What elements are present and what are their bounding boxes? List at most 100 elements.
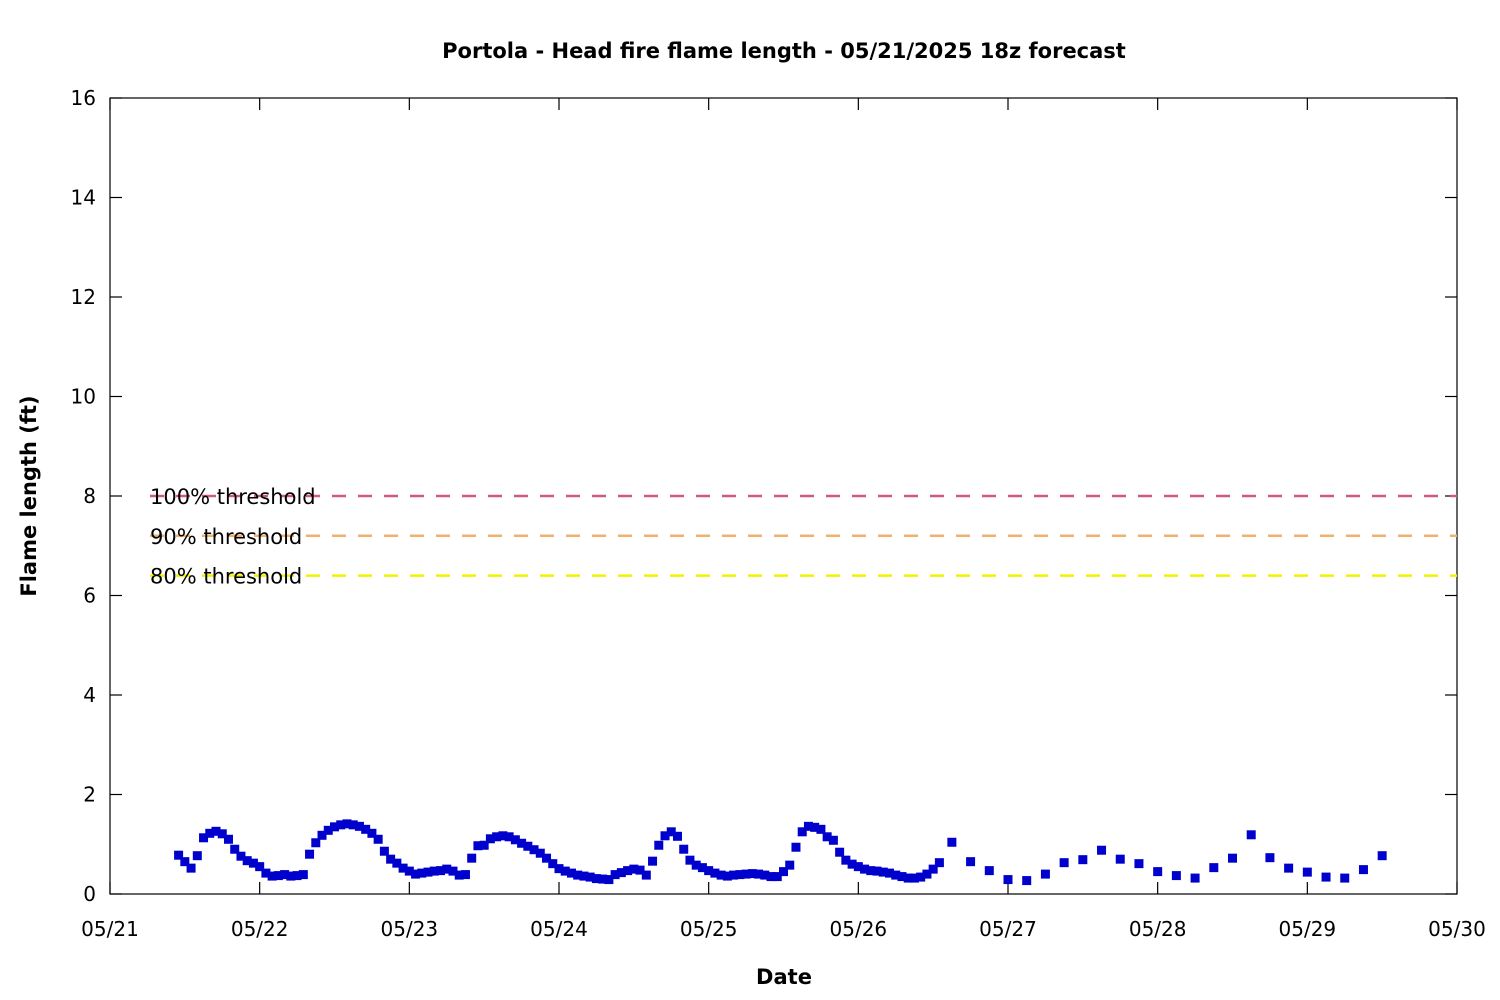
data-point	[479, 840, 489, 850]
data-point	[323, 825, 333, 835]
data-point	[779, 867, 788, 877]
x-tick-label: 05/28	[1129, 917, 1187, 941]
data-point	[866, 866, 876, 876]
data-point	[460, 870, 470, 880]
axes: 0 2 4 6 8 10 12 14 16 05/21 05/22 05/23 05/24 05/25 05…	[71, 86, 1486, 941]
threshold-lines: 100% threshold 90% threshold 80% threshold	[150, 485, 1457, 589]
x-tick-label: 05/26	[830, 917, 888, 941]
y-tick-label: 8	[83, 484, 96, 508]
data-point	[966, 857, 976, 867]
data-point	[641, 870, 651, 880]
data-point	[579, 871, 589, 881]
data-point	[772, 872, 782, 882]
data-point	[616, 868, 626, 878]
x-tick-label: 05/24	[530, 917, 588, 941]
data-point	[797, 827, 807, 837]
data-point	[822, 832, 832, 842]
data-point	[1377, 851, 1387, 861]
data-point	[648, 856, 658, 866]
data-point	[223, 834, 233, 844]
data-point	[1097, 845, 1107, 855]
data-point	[623, 866, 633, 876]
data-point	[548, 859, 558, 869]
data-point	[192, 851, 202, 861]
data-point	[1228, 853, 1237, 863]
data-point	[909, 873, 919, 883]
data-point	[573, 870, 583, 880]
data-point	[585, 872, 595, 882]
data-point	[872, 866, 882, 876]
data-point	[1153, 867, 1163, 877]
data-point	[984, 866, 994, 876]
data-point	[610, 870, 620, 880]
data-point	[1209, 863, 1219, 873]
data-point	[1265, 853, 1275, 863]
data-point	[754, 869, 764, 879]
x-tick-label: 05/21	[81, 917, 139, 941]
y-tick-label: 4	[83, 683, 96, 707]
data-point	[928, 864, 938, 874]
data-point	[916, 872, 926, 882]
data-point	[261, 868, 271, 878]
data-point	[267, 871, 277, 881]
data-point	[510, 835, 520, 845]
y-tick-label: 14	[71, 186, 96, 210]
data-point	[785, 860, 795, 870]
data-point	[205, 828, 215, 838]
x-axis-label: Date	[756, 965, 812, 989]
data-point	[816, 824, 826, 834]
data-point	[448, 866, 458, 876]
data-point	[604, 875, 614, 885]
data-point	[691, 860, 701, 870]
data-point	[354, 821, 364, 831]
data-point	[330, 822, 339, 832]
data-point	[392, 858, 402, 868]
data-point	[498, 831, 508, 841]
data-point	[367, 828, 377, 838]
data-point	[1171, 871, 1181, 881]
data-point	[467, 853, 477, 863]
data-point	[517, 838, 527, 848]
data-point	[305, 849, 315, 859]
data-point	[591, 874, 601, 884]
data-point	[386, 854, 396, 864]
data-point	[504, 832, 514, 842]
data-point	[660, 831, 670, 841]
data-point	[735, 870, 745, 880]
y-tick-label: 10	[71, 385, 96, 409]
data-point	[704, 866, 714, 876]
data-point	[566, 868, 576, 878]
data-point	[529, 845, 539, 855]
data-point	[766, 872, 776, 882]
data-point	[860, 864, 870, 874]
data-point	[853, 862, 863, 872]
data-point	[803, 821, 813, 831]
data-point	[903, 873, 913, 883]
data-point	[885, 868, 895, 878]
threshold-label: 100% threshold	[150, 485, 316, 509]
data-point	[379, 846, 389, 856]
data-point	[542, 853, 552, 863]
data-point	[199, 833, 209, 843]
data-point	[423, 867, 433, 877]
x-tick-label: 05/22	[231, 917, 289, 941]
data-point	[336, 820, 346, 830]
data-point	[672, 831, 682, 841]
data-point	[174, 850, 184, 860]
data-point	[280, 870, 290, 880]
data-point	[1059, 858, 1069, 868]
data-point	[311, 838, 321, 848]
data-point	[485, 834, 495, 844]
data-point	[417, 868, 427, 878]
data-point	[492, 832, 502, 842]
data-point	[891, 870, 901, 880]
data-point	[1040, 869, 1050, 879]
threshold-label: 80% threshold	[150, 565, 302, 589]
data-point	[716, 870, 726, 880]
data-point	[473, 841, 483, 851]
data-point	[629, 864, 639, 874]
data-point	[286, 871, 296, 881]
data-point	[828, 835, 838, 845]
y-tick-label: 6	[83, 584, 96, 608]
